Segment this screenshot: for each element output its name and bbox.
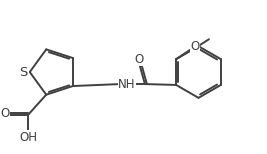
Text: NH: NH — [118, 78, 136, 91]
Text: O: O — [190, 40, 200, 53]
Text: O: O — [0, 107, 9, 120]
Text: O: O — [134, 53, 144, 66]
Text: OH: OH — [19, 131, 37, 144]
Text: S: S — [19, 66, 28, 79]
